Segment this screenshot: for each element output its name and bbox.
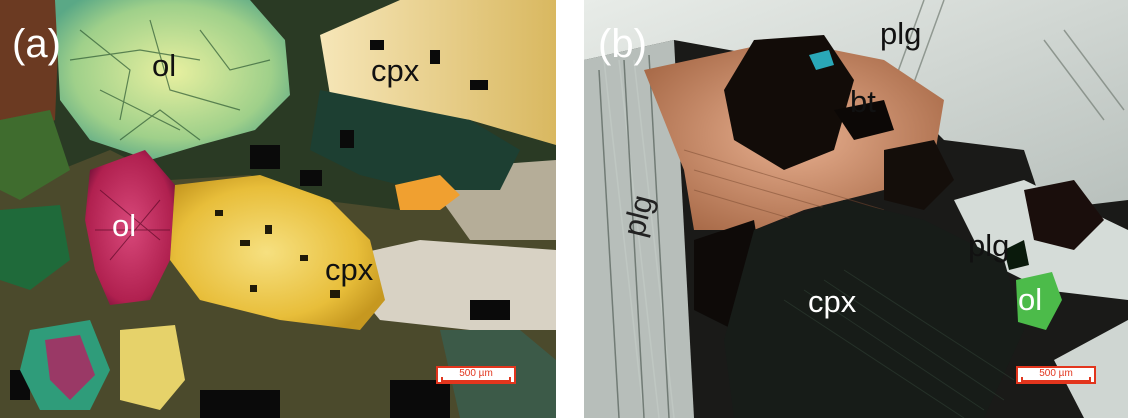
mineral-label-cpx: cpx [371,53,420,88]
mineral-label-ol: ol [112,208,137,243]
mineral-label-cpx: cpx [808,284,857,319]
micrograph-b-image [584,0,1128,418]
mineral-label-plg: plg [968,228,1010,263]
micrograph-a-image [0,0,556,418]
micrograph-panel-b: (b) plg bt plg plg cpx ol 500 µm [584,0,1128,418]
mineral-label-ol: ol [152,48,177,83]
scale-bar-label: 500 µm [1039,368,1073,379]
mineral-label-ol: ol [1018,282,1043,317]
panel-label-a: (a) [12,22,61,66]
mineral-label-bt: bt [850,84,876,119]
scale-bar: 500 µm [436,366,516,384]
micrograph-panel-a: (a) ol cpx ol cpx 500 µm [0,0,556,418]
mineral-label-plg: plg [880,16,922,51]
scale-bar: 500 µm [1016,366,1096,384]
panel-label-b: (b) [598,22,647,66]
mineral-label-cpx: cpx [325,252,374,287]
scale-bar-label: 500 µm [459,368,493,379]
